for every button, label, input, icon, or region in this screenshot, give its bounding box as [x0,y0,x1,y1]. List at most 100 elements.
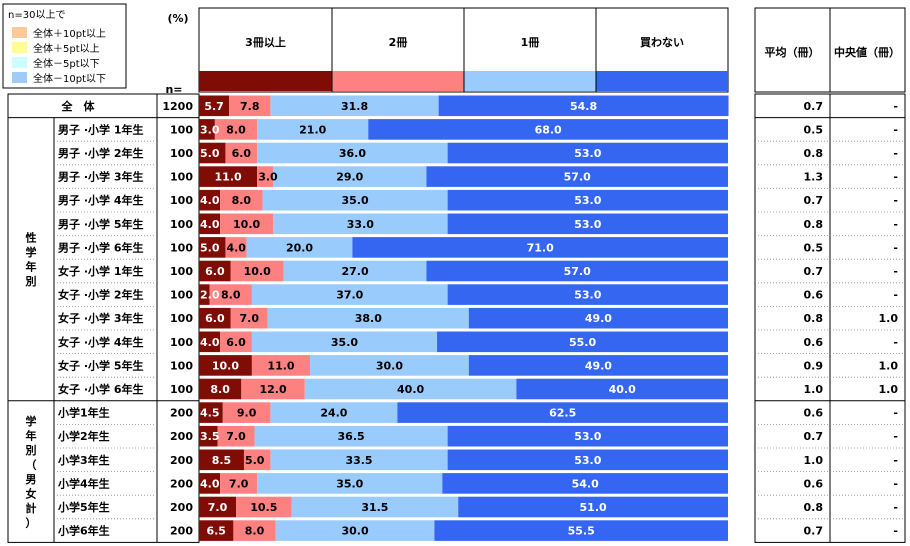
bar-label-3: 27.0 [341,265,368,278]
bar-label-2: 4.0 [226,241,246,254]
bar-label-2: 7.0 [240,312,260,325]
group-label-char: ） [26,516,37,529]
group-label-char: 年 [26,259,37,273]
bar-segment-2 [209,284,252,305]
median-header: 中央値（冊） [834,45,900,59]
bar-label-2: 11.0 [267,359,294,372]
bar-segment-2 [257,166,274,187]
bar-label-4: 51.0 [580,501,607,514]
row-median: - [893,336,898,349]
bar-segment-2 [220,331,252,353]
bar-label-2: 8.0 [221,289,241,302]
row-label: 女子 ·小学 4年生 [58,335,144,349]
bar-segment-4 [426,260,728,282]
row-median: - [893,241,898,254]
row-mean: 0.7 [804,525,824,538]
legend-color-bar-4 [596,71,728,91]
legend-label-3: 全体－5pt以下 [33,57,100,70]
bar-label-4: 53.0 [574,430,601,443]
bar-label-3: 37.0 [336,289,363,302]
bar-label-1: 4.0 [200,194,220,207]
bar-segment-3 [254,425,448,447]
bar-segment-3 [304,378,517,400]
row-mean: 0.7 [804,100,824,113]
row-median: - [893,525,898,538]
bar-segment-4 [468,307,728,329]
legend-label-1: 全体＋10pt以上 [33,27,106,40]
row-mean: 0.8 [804,501,824,514]
bar-segment-1 [199,355,252,376]
bar-label-2: 12.0 [259,383,286,396]
bar-segment-4 [438,95,729,117]
row-label: 女子 ·小学 3年生 [58,311,144,325]
bar-label-4: 54.8 [570,100,597,113]
bar-segment-3 [267,307,469,329]
row-label: 男子 ·小学 3年生 [58,170,144,184]
bar-label-2: 8.0 [226,123,246,136]
row-mean: 0.9 [804,359,824,372]
bar-segment-3 [257,142,448,164]
series-header-2: 2冊 [389,36,408,49]
row-n: 100 [170,123,193,136]
percent-unit-label: (%) [167,12,188,25]
bar-segment-4 [442,473,728,494]
bar-label-1: 6.0 [205,312,225,325]
row-label: 女子 ·小学 6年生 [58,382,144,396]
n-header: n= [165,83,182,96]
bar-label-3: 38.0 [355,312,382,325]
row-median: 1.0 [879,312,899,325]
row-mean: 0.5 [804,123,824,136]
bar-label-1: 6.5 [206,525,226,538]
bar-segment-2 [243,449,271,471]
row-n: 200 [170,477,193,490]
legend-swatch-4 [12,72,27,83]
row-median: 1.0 [879,383,899,396]
bar-label-2: 3.0 [258,171,278,184]
bar-label-4: 49.0 [585,312,612,325]
row-mean: 0.5 [804,241,824,254]
row-mean: 1.0 [804,454,824,467]
row-mean: 0.6 [804,289,824,302]
bar-label-3: 29.0 [336,171,363,184]
bar-label-4: 68.0 [535,123,562,136]
bar-segment-2 [233,520,276,541]
row-n: 200 [170,454,193,467]
bar-segment-4 [468,355,728,376]
row-mean: 0.8 [804,218,824,231]
row-label: 小学3年生 [57,453,110,467]
bar-segment-2 [241,378,305,400]
bar-segment-2 [222,402,271,423]
group-label-char: 別 [25,443,37,457]
bar-segment-1 [199,449,244,471]
row-median: - [893,501,898,514]
legend-swatch-3 [12,57,27,68]
series-header-4: 買わない [640,36,684,49]
bar-label-1: 10.0 [212,359,239,372]
bar-label-3: 33.5 [345,454,372,467]
bar-segment-2 [229,95,271,117]
bar-label-1: 6.0 [205,265,225,278]
row-median: - [893,100,898,113]
bar-label-4: 57.0 [564,265,591,278]
bar-segment-4 [516,378,728,400]
bar-label-2: 8.0 [245,525,265,538]
group-label-char: （ [26,458,37,471]
bar-label-1: 5.0 [200,147,220,160]
bar-label-1: 4.5 [200,407,220,420]
row-mean: 1.3 [804,171,824,184]
bar-label-2: 7.0 [229,477,249,490]
legend-label-2: 全体＋5pt以上 [33,42,100,55]
row-mean: 0.6 [804,407,824,420]
bar-label-4: 62.5 [549,407,576,420]
bar-segment-3 [246,237,353,258]
bar-segment-3 [291,496,459,518]
row-label: 男子 ·小学 1年生 [58,122,144,136]
row-median: 1.0 [879,359,899,372]
legend-label-4: 全体－10pt以下 [33,72,106,85]
bar-label-1: 8.5 [212,454,232,467]
bar-segment-4 [458,496,728,518]
bar-segment-1 [199,142,226,164]
bar-label-1: 2.0 [200,289,220,302]
row-median: - [893,265,898,278]
bar-segment-2 [220,189,263,211]
